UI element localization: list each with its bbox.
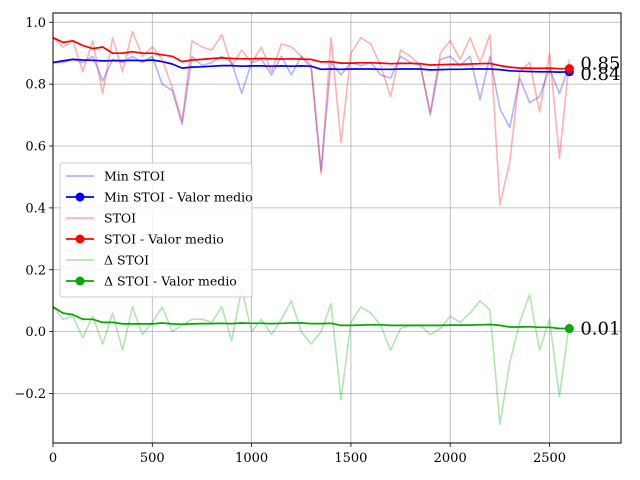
y-tick-label: 1.0 (25, 16, 46, 31)
x-tick-label: 500 (140, 451, 165, 466)
axis-ticks: 0 500 1000 1500 2000 2500 −0.2 0.0 0.2 0.4 0.6 0.8 1… (14, 16, 566, 466)
data-series (52, 30, 574, 426)
y-tick-label: 0.4 (25, 201, 46, 216)
legend-marker-delta-stoi-valor-medio (75, 276, 85, 286)
y-tick-label: 0.2 (25, 263, 46, 278)
series-line-delta-stoi-valor-medio (52, 306, 570, 330)
x-tick-label: 2500 (533, 451, 566, 466)
y-tick-label: −0.2 (14, 387, 46, 402)
series-line-min-stoi-valor-medio (52, 58, 570, 73)
end-marker-stoi-valor-medio (564, 64, 574, 74)
end-value-label-stoi-valor-medio: 0.85 (580, 54, 620, 75)
x-tick-label: 2000 (434, 451, 467, 466)
legend-marker-min-stoi-valor-medio (75, 192, 85, 202)
legend-label-min-stoi: Min STOI (104, 169, 165, 184)
x-tick-label: 1000 (235, 451, 268, 466)
legend-label-delta-stoi: Δ STOI (104, 253, 149, 268)
x-tick-label: 0 (49, 451, 57, 466)
y-tick-label: 0.6 (25, 140, 46, 155)
end-value-label-delta-stoi-valor-medio: 0.01 (580, 319, 620, 340)
legend: Min STOI Min STOI - Valor medio STOI STOI -… (59, 162, 253, 298)
legend-label-stoi: STOI (104, 211, 136, 226)
series-line-stoi (52, 30, 571, 206)
y-tick-label: 0.0 (25, 325, 46, 340)
legend-box (59, 162, 253, 298)
end-value-label-min-stoi-valor-medio: 0.84 (580, 64, 620, 85)
series-line-delta-stoi (52, 287, 571, 426)
end-marker-delta-stoi-valor-medio (564, 324, 574, 334)
end-value-labels: 0.840.85 0.01 (580, 54, 620, 340)
legend-label-min-stoi-valor-medio: Min STOI - Valor medio (104, 190, 253, 205)
x-tick-label: 1500 (334, 451, 367, 466)
legend-label-stoi-valor-medio: STOI - Valor medio (104, 232, 224, 247)
legend-marker-stoi-valor-medio (75, 234, 85, 244)
legend-label-delta-stoi-valor-medio: Δ STOI - Valor medio (104, 274, 237, 289)
plot-area-frame (52, 12, 622, 444)
series-line-stoi-valor-medio (52, 36, 570, 70)
y-tick-label: 0.8 (25, 78, 46, 93)
